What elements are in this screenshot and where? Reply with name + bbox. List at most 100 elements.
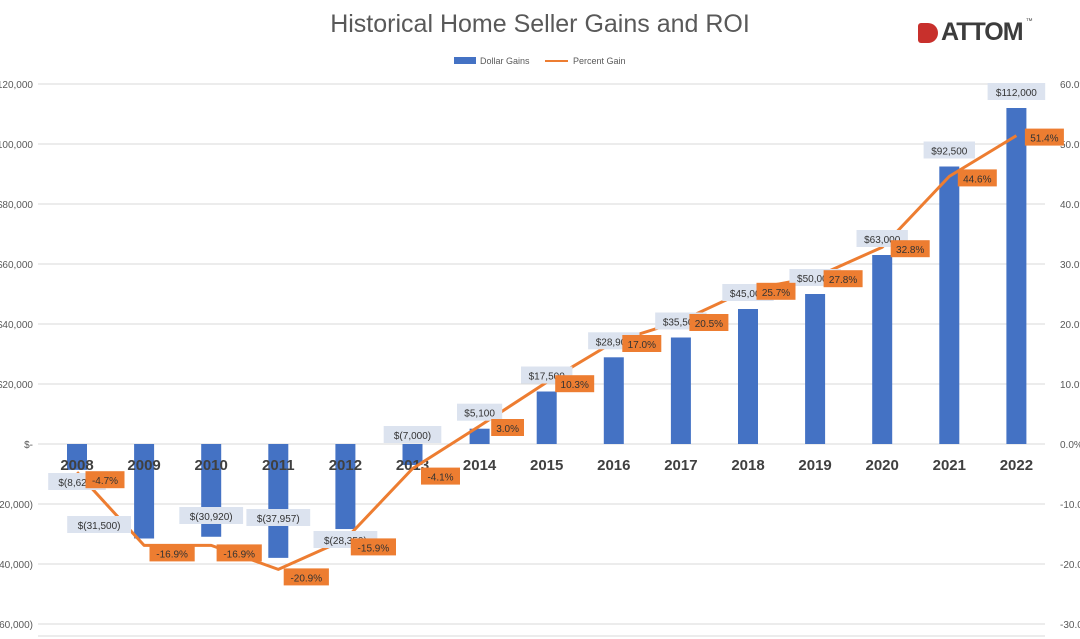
x-axis-label: 2014 [463, 457, 497, 474]
dollar-data-label-bg [67, 516, 131, 533]
bar [670, 337, 691, 444]
x-axis-label: 2008 [60, 457, 93, 474]
percent-data-label-bg [491, 419, 524, 436]
x-axis-label: 2012 [329, 457, 362, 474]
percent-data-label-bg [1024, 128, 1064, 146]
dollar-data-label: $112,000 [996, 88, 1037, 99]
dollar-data-label: $(30,920) [190, 512, 233, 523]
dollar-data-label: $28,900 [596, 337, 633, 348]
left-axis-tick: $60,000 [0, 260, 33, 271]
right-axis-tick: -10.0% [1060, 500, 1080, 511]
dollar-data-label-bg [383, 426, 442, 443]
left-axis-tick: $- [24, 440, 33, 451]
dollar-data-label-bg [457, 403, 503, 421]
x-axis-label: 2018 [731, 457, 764, 474]
logo-mark-icon [918, 22, 938, 43]
x-axis-label: 2021 [933, 457, 966, 474]
percent-data-label: -4.7% [92, 476, 118, 487]
dollar-data-label-bg [987, 83, 1046, 100]
bar [805, 294, 826, 444]
bar [335, 444, 356, 530]
right-axis-tick: 60.0% [1060, 80, 1080, 91]
dollar-data-label-bg [923, 141, 975, 159]
percent-data-label-bg [149, 544, 195, 562]
percent-data-label-bg [283, 568, 329, 586]
x-axis-label: 2013 [396, 457, 429, 474]
x-axis-label: 2022 [1000, 457, 1033, 474]
x-axis-label: 2017 [664, 457, 697, 474]
percent-data-label: -15.9% [358, 543, 390, 554]
left-axis-tick: $(60,000) [0, 620, 33, 631]
bar [536, 391, 557, 444]
percent-data-label-bg [350, 538, 396, 556]
left-axis-tick: $100,000 [0, 140, 33, 151]
percent-data-label-bg [823, 270, 863, 288]
bar [939, 166, 960, 444]
x-axis-label: 2019 [798, 457, 831, 474]
percent-data-label-bg [421, 467, 460, 485]
percent-data-label: 3.0% [496, 424, 519, 435]
x-axis-label: 2010 [195, 457, 228, 474]
left-axis-tick: $40,000 [0, 320, 33, 331]
bar [738, 309, 758, 444]
bar [603, 357, 624, 444]
percent-data-label-bg [756, 282, 796, 300]
dollar-data-label: $17,500 [529, 372, 566, 383]
legend-label-dollar: Dollar Gains [480, 56, 530, 66]
right-axis-tick: 40.0% [1060, 200, 1080, 211]
right-axis-tick: 10.0% [1060, 380, 1080, 391]
percent-data-label-bg [689, 314, 729, 331]
left-axis-tick: $(40,000) [0, 560, 33, 571]
dollar-data-label: $50,000 [797, 274, 834, 285]
legend-label-percent: Percent Gain [573, 56, 626, 66]
left-axis-tick: $120,000 [0, 80, 33, 91]
percent-data-label-bg [957, 169, 997, 187]
percent-data-label: -4.1% [427, 473, 453, 484]
right-axis-tick: 0.0% [1060, 440, 1080, 451]
bar [67, 444, 87, 470]
dollar-data-label: $92,500 [931, 147, 968, 158]
dollar-data-label: $(7,000) [394, 431, 431, 442]
percent-data-label: -16.9% [223, 549, 255, 560]
bar [134, 444, 155, 539]
bar [268, 444, 289, 558]
chart-title: Historical Home Seller Gains and ROI [330, 10, 750, 38]
right-axis-tick: 20.0% [1060, 320, 1080, 331]
right-axis-tick: -30.0% [1060, 620, 1080, 631]
dollar-data-label: $(28,350) [324, 536, 367, 547]
bar [872, 255, 893, 444]
percent-data-label-bg [216, 544, 262, 562]
percent-data-label-bg [555, 375, 595, 393]
percent-data-label: 17.0% [628, 340, 656, 351]
percent-data-label: 10.3% [561, 380, 589, 391]
percent-data-label: 25.7% [762, 288, 790, 299]
percent-data-label: 32.8% [896, 245, 924, 256]
percent-data-label-bg [890, 240, 930, 258]
dollar-data-label: $(31,500) [78, 521, 121, 532]
right-axis-tick: 30.0% [1060, 260, 1080, 271]
x-axis-label: 2011 [262, 457, 295, 474]
x-axis-label: 2020 [866, 457, 899, 474]
dollar-data-label-bg [179, 507, 244, 524]
legend-swatch-dollar [454, 57, 476, 64]
right-axis-tick: -20.0% [1060, 560, 1080, 571]
percent-data-label: 51.4% [1030, 134, 1058, 145]
left-axis-tick: $80,000 [0, 200, 33, 211]
dollar-data-label: $35,500 [663, 318, 700, 329]
bar [402, 444, 423, 465]
dollar-data-label: $45,000 [730, 289, 767, 300]
left-axis-tick: $(20,000) [0, 500, 33, 511]
x-axis-label: 2009 [127, 457, 160, 474]
dollar-data-label: $(8,625) [58, 478, 95, 489]
bar [469, 428, 490, 444]
percent-data-label: -16.9% [156, 549, 188, 560]
percent-data-label: 20.5% [695, 319, 723, 330]
right-axis-tick: 50.0% [1060, 140, 1080, 151]
percent-data-label: -20.9% [290, 573, 322, 584]
bar [1006, 108, 1027, 444]
percent-data-label: 27.8% [829, 275, 857, 286]
x-axis-label: 2015 [530, 457, 563, 474]
attom-logo: ATTOM ™ [918, 18, 1033, 47]
dollar-data-label: $63,000 [864, 235, 901, 246]
